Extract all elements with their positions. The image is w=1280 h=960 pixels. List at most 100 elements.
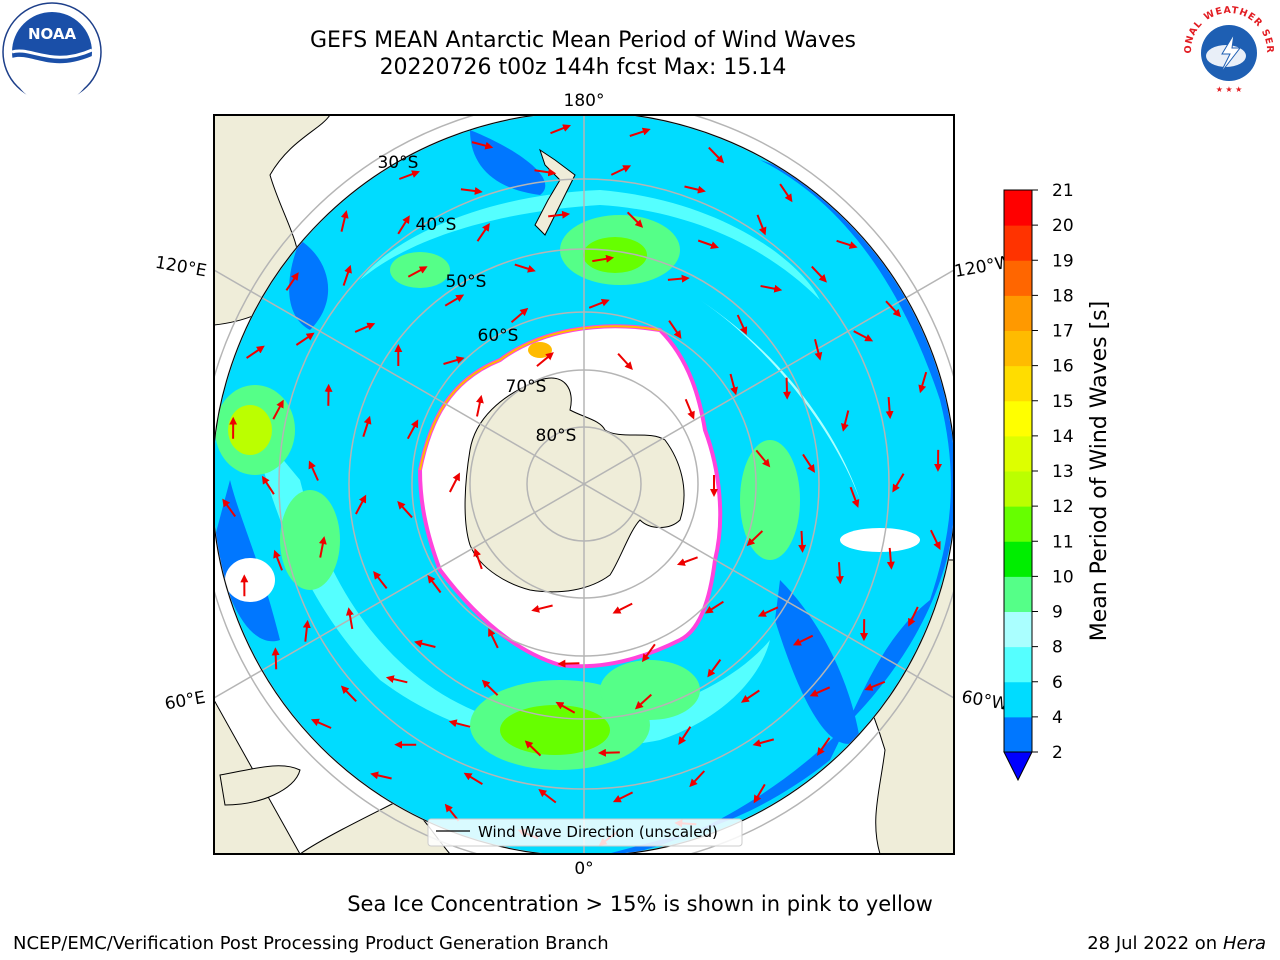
lat-label-30s: 30°S bbox=[378, 153, 419, 173]
colorbar: 2 4 6 8 9 10 11 12 13 14 15 16 17 18 19 20 21 bbox=[1003, 181, 1074, 782]
lon-label-60e: 60°E bbox=[163, 688, 207, 715]
colorbar-segment bbox=[1004, 611, 1032, 648]
wind-arrow bbox=[414, 639, 436, 648]
wind-arrow bbox=[610, 165, 632, 176]
colorbar-tick-label: 4 bbox=[1052, 708, 1063, 728]
lon-label-120e: 120°E bbox=[154, 253, 208, 282]
colorbar-tick-label: 16 bbox=[1052, 357, 1074, 377]
lon-label-60w: 60°W bbox=[960, 687, 1010, 715]
colorbar-tick-label: 11 bbox=[1052, 532, 1074, 552]
colorbar-segment bbox=[1004, 471, 1032, 507]
wind-arrow bbox=[697, 239, 719, 249]
wind-arrow bbox=[370, 771, 392, 780]
colorbar-tick-label: 17 bbox=[1052, 322, 1074, 342]
wind-arrow bbox=[406, 419, 419, 440]
nws-logo: NATIONAL WEATHER SERVICE ★ ★ ★ bbox=[1174, 0, 1280, 102]
colorbar-segment bbox=[1004, 365, 1032, 402]
wind-arrow bbox=[753, 783, 766, 804]
svg-text:NOAA: NOAA bbox=[28, 25, 77, 43]
wind-arrow bbox=[354, 322, 376, 333]
colorbar-tick-label: 2 bbox=[1052, 743, 1063, 763]
wind-arrow bbox=[886, 547, 895, 570]
wind-arrow bbox=[443, 356, 465, 365]
wind-arrow bbox=[272, 399, 284, 420]
wind-arrow bbox=[302, 619, 311, 642]
lat-label-80s: 80°S bbox=[536, 426, 577, 446]
colorbar-segment bbox=[1004, 716, 1032, 753]
wind-arrow bbox=[448, 719, 471, 728]
wind-arrow bbox=[864, 680, 886, 691]
wind-arrow bbox=[746, 530, 764, 547]
wind-arrow bbox=[629, 127, 651, 137]
wind-arrow bbox=[295, 332, 315, 346]
chart-subtitle: 20220726 t00z 144h fcst Max: 15.14 bbox=[379, 55, 787, 80]
wave-period-6-8s-band bbox=[250, 420, 770, 748]
wind-arrow bbox=[557, 659, 580, 668]
wind-arrow bbox=[407, 266, 428, 278]
colorbar-tick-label: 21 bbox=[1052, 181, 1074, 201]
wind-arrow bbox=[427, 574, 442, 594]
colorbar-segment bbox=[1004, 435, 1032, 472]
wind-arrow bbox=[597, 748, 620, 757]
wind-arrow bbox=[355, 494, 367, 515]
wind-arrow bbox=[310, 718, 332, 729]
wind-arrow bbox=[668, 320, 682, 339]
wind-arrow bbox=[588, 298, 610, 309]
wind-arrow bbox=[397, 215, 410, 235]
wind-arrow bbox=[704, 600, 724, 614]
wind-arrow bbox=[473, 548, 483, 570]
wind-arrow bbox=[729, 373, 738, 396]
colorbar-tick-label: 19 bbox=[1052, 251, 1074, 271]
wind-arrow bbox=[463, 772, 483, 785]
colorbar-segment bbox=[1004, 260, 1032, 296]
colorbar-under-triangle bbox=[1003, 751, 1033, 782]
wind-arrow bbox=[475, 394, 484, 417]
wind-arrow bbox=[340, 210, 349, 232]
wind-arrow bbox=[340, 685, 357, 702]
wind-arrow bbox=[736, 314, 748, 336]
graticule bbox=[214, 115, 954, 854]
wind-arrow bbox=[524, 740, 542, 757]
wind-arrow bbox=[612, 791, 634, 803]
wind-arrow bbox=[667, 274, 690, 283]
footer-date-system: Hera bbox=[1222, 933, 1266, 954]
svg-text:★ ★ ★: ★ ★ ★ bbox=[1216, 85, 1243, 94]
wind-arrow bbox=[460, 187, 483, 195]
lon-label-180: 180° bbox=[564, 91, 605, 111]
wind-arrow bbox=[548, 210, 571, 219]
wind-arrow bbox=[811, 265, 827, 283]
wind-arrow bbox=[510, 307, 529, 323]
colorbar-tick-label: 15 bbox=[1052, 392, 1074, 412]
colorbar-tick-label: 6 bbox=[1052, 673, 1063, 693]
wind-arrow bbox=[536, 352, 554, 367]
wind-arrow bbox=[555, 701, 576, 714]
colorbar-tick-label: 10 bbox=[1052, 567, 1074, 587]
wind-arrow bbox=[476, 222, 490, 242]
footer-credit: NCEP/EMC/Verification Post Processing Pr… bbox=[13, 933, 609, 954]
wind-arrow bbox=[385, 675, 408, 684]
wind-arrow bbox=[757, 606, 779, 617]
noaa-logo: NOAA bbox=[2, 2, 102, 104]
wind-arrow bbox=[273, 549, 283, 571]
wind-arrow bbox=[756, 214, 767, 236]
wind-arrow bbox=[531, 604, 553, 613]
wind-arrow bbox=[779, 183, 793, 203]
wind-arrow bbox=[798, 530, 807, 553]
footer-date-prefix: 28 Jul 2022 on bbox=[1087, 933, 1223, 954]
colorbar-tick-label: 13 bbox=[1052, 462, 1074, 482]
wind-arrow bbox=[261, 475, 275, 495]
colorbar-tick-label: 8 bbox=[1052, 638, 1063, 658]
colorbar-tick-label: 9 bbox=[1052, 603, 1063, 623]
colorbar-tick-label: 14 bbox=[1052, 427, 1074, 447]
wind-arrow bbox=[534, 168, 557, 177]
wind-arrow bbox=[342, 264, 352, 286]
wind-arrow bbox=[362, 415, 372, 438]
wind-wave-arrows bbox=[222, 124, 943, 846]
colorbar-segment bbox=[1004, 190, 1032, 226]
wind-arrow bbox=[782, 377, 791, 400]
wind-arrow bbox=[345, 607, 354, 630]
wind-arrow bbox=[755, 449, 771, 468]
colorbar-segment bbox=[1004, 330, 1032, 367]
wind-arrow bbox=[678, 726, 692, 746]
wind-arrow bbox=[308, 460, 319, 481]
